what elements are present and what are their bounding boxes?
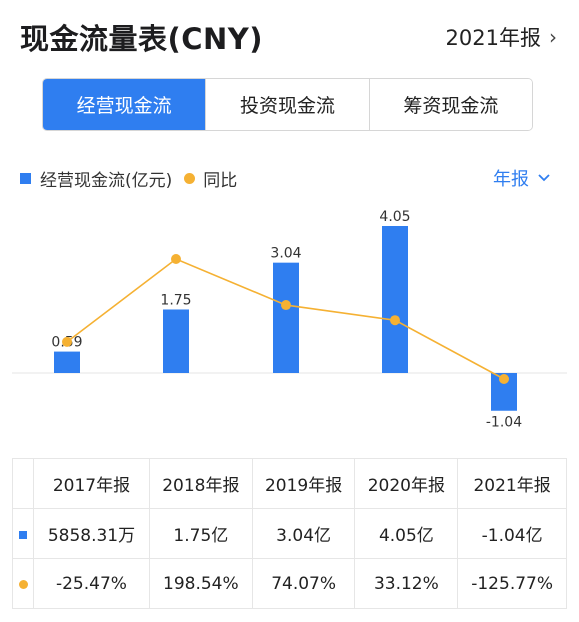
- table-cell: -125.77%: [457, 558, 567, 609]
- cashflow-chart: 0.591.753.044.05-1.04: [12, 209, 567, 431]
- page-title: 现金流量表(CNY): [20, 22, 264, 56]
- table-header-cell: 2021年报: [457, 458, 567, 509]
- chart-legend: 经营现金流(亿元) 同比: [20, 165, 560, 191]
- data-label: 3.04: [270, 246, 301, 262]
- cashflow-row-marker: [12, 508, 34, 559]
- yoy-row-marker: [12, 558, 34, 609]
- tab-operating-cashflow[interactable]: 经营现金流: [43, 79, 207, 130]
- line-legend-marker: [184, 172, 196, 184]
- line-legend-label: 同比: [203, 170, 238, 191]
- table-cell: -1.04亿: [457, 508, 567, 559]
- table-cell: 1.75亿: [148, 508, 253, 559]
- data-label: 1.75: [160, 292, 191, 308]
- bar: [273, 262, 299, 373]
- bar: [163, 309, 189, 373]
- line-series-marker: [18, 579, 28, 589]
- report-type-label: 年报: [493, 169, 529, 190]
- table-cell: 198.54%: [148, 558, 253, 609]
- bar: [54, 351, 80, 373]
- table-header-cell: 2019年报: [251, 458, 356, 509]
- tab-investing-cashflow[interactable]: 投资现金流: [206, 79, 370, 130]
- table-header-cell: 2020年报: [354, 458, 459, 509]
- tab-label: 投资现金流: [239, 95, 335, 117]
- bar-series-marker: [19, 530, 27, 539]
- table-header-cell: 2018年报: [148, 458, 253, 509]
- table-row-yoy: -25.47% 198.54% 74.07% 33.12% -125.77%: [12, 558, 567, 609]
- cashflow-table: 2017年报 2018年报 2019年报 2020年报 2021年报 5858.…: [12, 458, 567, 609]
- table-corner-cell: [12, 458, 34, 509]
- table-header-cell: 2017年报: [33, 458, 150, 509]
- tab-label: 经营现金流: [76, 95, 172, 117]
- yoy-point: [171, 254, 181, 264]
- table-cell: 5858.31万: [33, 508, 150, 559]
- table-row-cashflow: 5858.31万 1.75亿 3.04亿 4.05亿 -1.04亿: [12, 508, 567, 559]
- table-cell: 3.04亿: [251, 508, 356, 559]
- bar-legend-marker: [20, 172, 31, 184]
- chevron-right-icon: ›: [549, 25, 557, 49]
- chevron-down-icon: [538, 174, 550, 182]
- report-type-dropdown[interactable]: 年报: [493, 165, 551, 191]
- data-label: 4.05: [379, 209, 410, 225]
- yoy-point: [62, 336, 72, 347]
- table-cell: 33.12%: [354, 558, 459, 609]
- bar: [382, 226, 408, 373]
- cashflow-tabs: 经营现金流 投资现金流 筹资现金流: [42, 78, 533, 131]
- table-cell: 4.05亿: [354, 508, 459, 559]
- table-cell: -25.47%: [33, 558, 150, 609]
- table-header-row: 2017年报 2018年报 2019年报 2020年报 2021年报: [12, 458, 567, 509]
- data-label: -1.04: [486, 415, 522, 431]
- tab-financing-cashflow[interactable]: 筹资现金流: [369, 79, 532, 130]
- bar-legend-label: 经营现金流(亿元): [40, 170, 173, 191]
- period-label: 2021年报: [445, 26, 541, 50]
- yoy-point: [281, 300, 291, 311]
- yoy-point: [390, 315, 400, 326]
- yoy-point: [499, 374, 509, 384]
- table-cell: 74.07%: [251, 558, 356, 609]
- tab-label: 筹资现金流: [403, 95, 499, 117]
- header: 现金流量表(CNY) 2021年报 ›: [0, 0, 579, 70]
- period-selector[interactable]: 2021年报 ›: [446, 22, 557, 52]
